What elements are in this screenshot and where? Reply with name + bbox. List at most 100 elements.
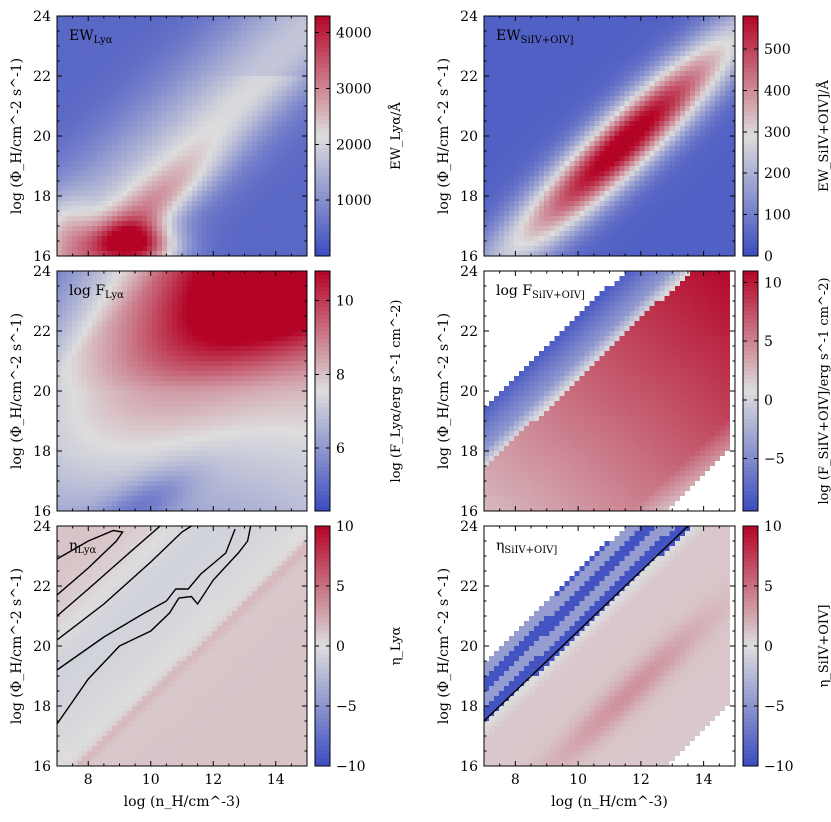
heatmap-cell	[489, 116, 495, 122]
heatmap-cell	[634, 166, 641, 172]
heatmap-cell	[579, 136, 585, 142]
heatmap-cell	[679, 221, 686, 227]
heatmap-cell	[534, 16, 540, 22]
heatmap-cell	[694, 166, 701, 172]
heatmap-cell	[117, 21, 123, 27]
heatmap-cell	[302, 31, 308, 37]
heatmap-cell	[67, 96, 73, 102]
heatmap-cell	[489, 36, 495, 42]
heatmap-cell	[634, 26, 641, 32]
heatmap-cell	[122, 41, 128, 47]
heatmap-cell	[729, 61, 736, 67]
heatmap-cell	[709, 206, 716, 212]
heatmap-cell	[574, 246, 580, 252]
heatmap-cell	[544, 191, 550, 197]
heatmap-cell	[719, 166, 726, 172]
heatmap-cell	[549, 26, 555, 32]
heatmap-cell	[534, 236, 540, 242]
heatmap-cell	[594, 61, 600, 67]
heatmap-cell	[654, 61, 661, 67]
heatmap-cell	[102, 176, 108, 182]
heatmap-cell	[549, 166, 555, 172]
heatmap-cell	[559, 156, 565, 162]
heatmap-cell	[177, 126, 183, 132]
heatmap-cell	[539, 16, 545, 22]
heatmap-cell	[624, 121, 630, 127]
heatmap-cell	[167, 171, 173, 177]
heatmap-cell	[82, 81, 88, 87]
heatmap-cell	[217, 246, 223, 252]
heatmap-cell	[664, 96, 671, 102]
heatmap-cell	[664, 221, 671, 227]
heatmap-cell	[534, 156, 540, 162]
heatmap-cell	[534, 241, 540, 247]
heatmap-cell	[57, 106, 63, 112]
heatmap-cell	[267, 101, 273, 107]
heatmap-cell	[167, 141, 173, 147]
heatmap-cell	[709, 196, 716, 202]
heatmap-cell	[704, 46, 711, 52]
heatmap-cell	[649, 166, 656, 172]
heatmap-cell	[202, 221, 208, 227]
heatmap-cell	[77, 31, 83, 37]
heatmap-cell	[709, 201, 716, 207]
heatmap-cell	[102, 41, 108, 47]
heatmap-cell	[177, 46, 183, 52]
heatmap-cell	[127, 21, 133, 27]
heatmap-cell	[182, 166, 188, 172]
heatmap-cell	[664, 236, 671, 242]
heatmap-cell	[494, 106, 500, 112]
heatmap-cell	[669, 191, 676, 197]
colorbar-segment	[315, 104, 330, 109]
heatmap-cell	[659, 16, 666, 22]
heatmap-cell	[494, 16, 500, 22]
heatmap-cell	[182, 246, 188, 252]
heatmap-cell	[609, 26, 615, 32]
heatmap-cell	[539, 226, 545, 232]
heatmap-cell	[142, 121, 148, 127]
heatmap-cell	[664, 36, 671, 42]
heatmap-cell	[132, 246, 138, 252]
heatmap-cell	[684, 241, 691, 247]
heatmap-cell	[519, 106, 525, 112]
heatmap-cell	[252, 136, 258, 142]
heatmap-cell	[267, 121, 273, 127]
heatmap-cell	[237, 71, 243, 77]
heatmap-cell	[262, 66, 268, 72]
heatmap-cell	[529, 236, 535, 242]
heatmap-cell	[729, 111, 736, 117]
heatmap-cell	[514, 221, 520, 227]
heatmap-cell	[674, 226, 681, 232]
colorbar-segment	[315, 64, 330, 69]
heatmap-cell	[709, 81, 716, 87]
heatmap-cell	[267, 221, 273, 227]
heatmap-cell	[699, 106, 706, 112]
heatmap-cell	[509, 116, 515, 122]
heatmap-cell	[579, 171, 585, 177]
heatmap-cell	[494, 36, 500, 42]
heatmap-cell	[287, 136, 293, 142]
heatmap-cell	[549, 181, 555, 187]
heatmap-cell	[679, 231, 686, 237]
heatmap-cell	[152, 121, 158, 127]
heatmap-cell	[127, 246, 133, 252]
heatmap-cell	[302, 41, 308, 47]
heatmap-cell	[127, 186, 133, 192]
heatmap-cell	[619, 66, 625, 72]
heatmap-cell	[117, 166, 123, 172]
heatmap-cell	[277, 111, 283, 117]
heatmap-cell	[192, 16, 198, 22]
heatmap-cell	[142, 211, 148, 217]
heatmap-cell	[544, 21, 550, 27]
heatmap-cell	[609, 21, 615, 27]
heatmap-cell	[212, 226, 218, 232]
heatmap-cell	[649, 126, 656, 132]
heatmap-cell	[142, 251, 148, 257]
heatmap-cell	[524, 116, 530, 122]
heatmap-cell	[147, 161, 153, 167]
heatmap-cell	[494, 226, 500, 232]
heatmap-cell	[187, 216, 193, 222]
heatmap-cell	[659, 161, 666, 167]
heatmap-cell	[77, 211, 83, 217]
heatmap-cell	[202, 166, 208, 172]
